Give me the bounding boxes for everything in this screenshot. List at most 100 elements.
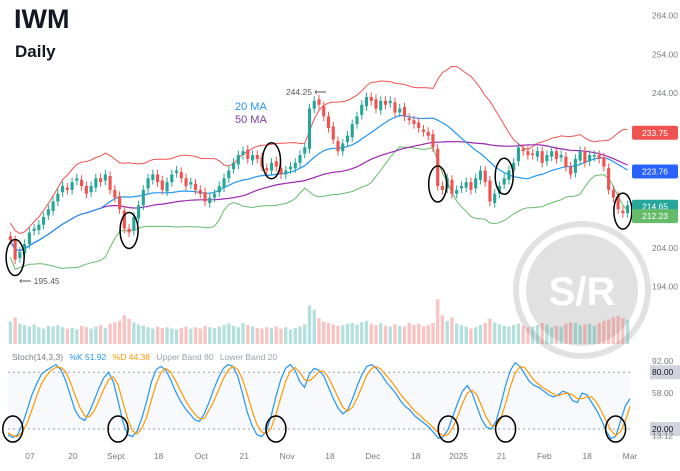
candle-body — [588, 155, 592, 162]
stoch-lower-label: Lower Band 20 — [219, 352, 278, 362]
candle-body — [37, 224, 41, 231]
ma50-line — [9, 141, 628, 252]
candle-body — [341, 143, 345, 152]
volume-bar — [554, 325, 559, 344]
volume-bar — [417, 323, 421, 344]
volume-bar — [255, 327, 259, 344]
candle-body — [13, 240, 17, 260]
volume-bar — [421, 326, 426, 344]
candle-body — [531, 153, 535, 156]
swing-circle — [5, 238, 25, 277]
price-badge-label: 233.75 — [642, 128, 668, 138]
volume-bar — [483, 323, 487, 344]
swing-circle — [119, 211, 139, 250]
candle-body — [535, 151, 539, 157]
price-badge-label: 212.23 — [642, 211, 668, 221]
candle-body — [607, 168, 611, 190]
candle-body — [550, 151, 554, 157]
candle-body — [103, 174, 107, 181]
volume-bar — [13, 317, 17, 344]
candle-body — [70, 182, 74, 190]
volume-bar — [8, 321, 13, 344]
swing-circle — [261, 142, 282, 180]
candle-body — [450, 179, 454, 194]
price-tick-label: 204.00 — [652, 243, 678, 253]
volume-bar — [602, 320, 606, 344]
volume-bar — [98, 325, 103, 344]
x-tick-label: Dec — [365, 451, 381, 461]
x-tick-label: 07 — [25, 451, 35, 461]
candle-body — [151, 174, 155, 180]
volume-bar — [445, 320, 449, 344]
candle-body — [469, 182, 473, 190]
candle-body — [626, 205, 630, 214]
candle-body — [402, 107, 407, 117]
candle-body — [99, 178, 103, 183]
candle-body — [436, 148, 440, 187]
candle-body — [51, 201, 55, 211]
volume-bar — [260, 328, 264, 344]
volume-bar — [279, 328, 283, 344]
price-tick-label: 264.00 — [652, 11, 678, 21]
volume-bar — [374, 325, 378, 344]
volume-bar — [559, 326, 563, 344]
volume-bar — [208, 327, 212, 344]
candle-body — [322, 106, 326, 117]
candle-body — [170, 174, 174, 183]
candle-body — [203, 192, 207, 202]
volume-bar — [474, 327, 478, 344]
volume-bar — [478, 325, 483, 344]
candle-body — [393, 102, 397, 113]
volume-bar — [189, 328, 193, 344]
candle-body — [279, 168, 283, 175]
volume-bar — [436, 299, 440, 344]
stoch-d-line — [7, 365, 631, 438]
volume-bar — [549, 327, 554, 344]
volume-bar — [298, 326, 302, 344]
candle-body — [227, 170, 231, 179]
volume-bar — [136, 324, 141, 344]
candle-body — [303, 147, 307, 154]
candle-body — [193, 183, 198, 190]
candle-body — [597, 155, 601, 159]
candle-body — [174, 170, 179, 173]
x-tick-label: Mar — [623, 451, 638, 461]
volume-bar — [450, 317, 454, 344]
candle-body — [118, 196, 122, 210]
price-tick-label: 244.00 — [652, 88, 678, 98]
volume-bar — [512, 325, 516, 344]
volume-bar — [155, 326, 160, 344]
volume-bar — [616, 316, 620, 344]
candle-body — [155, 174, 160, 183]
candle-body — [274, 161, 278, 167]
volume-bar — [402, 326, 407, 344]
volume-bar — [455, 323, 459, 344]
volume-bar — [516, 323, 521, 344]
volume-bar — [464, 326, 468, 344]
volume-bar — [621, 318, 625, 344]
volume-bar — [84, 327, 89, 344]
volume-bar — [568, 322, 573, 344]
candle-body — [160, 180, 164, 190]
stoch-circle — [2, 415, 24, 443]
volume-bar — [265, 327, 269, 344]
volume-bar — [179, 327, 183, 344]
volume-bar — [293, 327, 297, 344]
volume-bar — [231, 325, 236, 344]
candle-body — [464, 182, 468, 188]
volume-bar — [597, 323, 601, 344]
stoch-tick-label: 13.12 — [652, 431, 674, 441]
volume-bar — [193, 327, 198, 344]
volume-bar — [507, 326, 511, 344]
candle-body — [431, 134, 435, 148]
stoch-circle — [107, 415, 129, 443]
volume-bar — [198, 328, 202, 344]
watermark-ring — [513, 221, 651, 359]
stoch-tick-box — [650, 365, 680, 380]
volume-bar — [412, 325, 416, 344]
candle-body — [554, 151, 558, 159]
candle-body — [293, 162, 297, 169]
x-tick-label: 18 — [411, 451, 421, 461]
volume-bar — [379, 323, 383, 344]
